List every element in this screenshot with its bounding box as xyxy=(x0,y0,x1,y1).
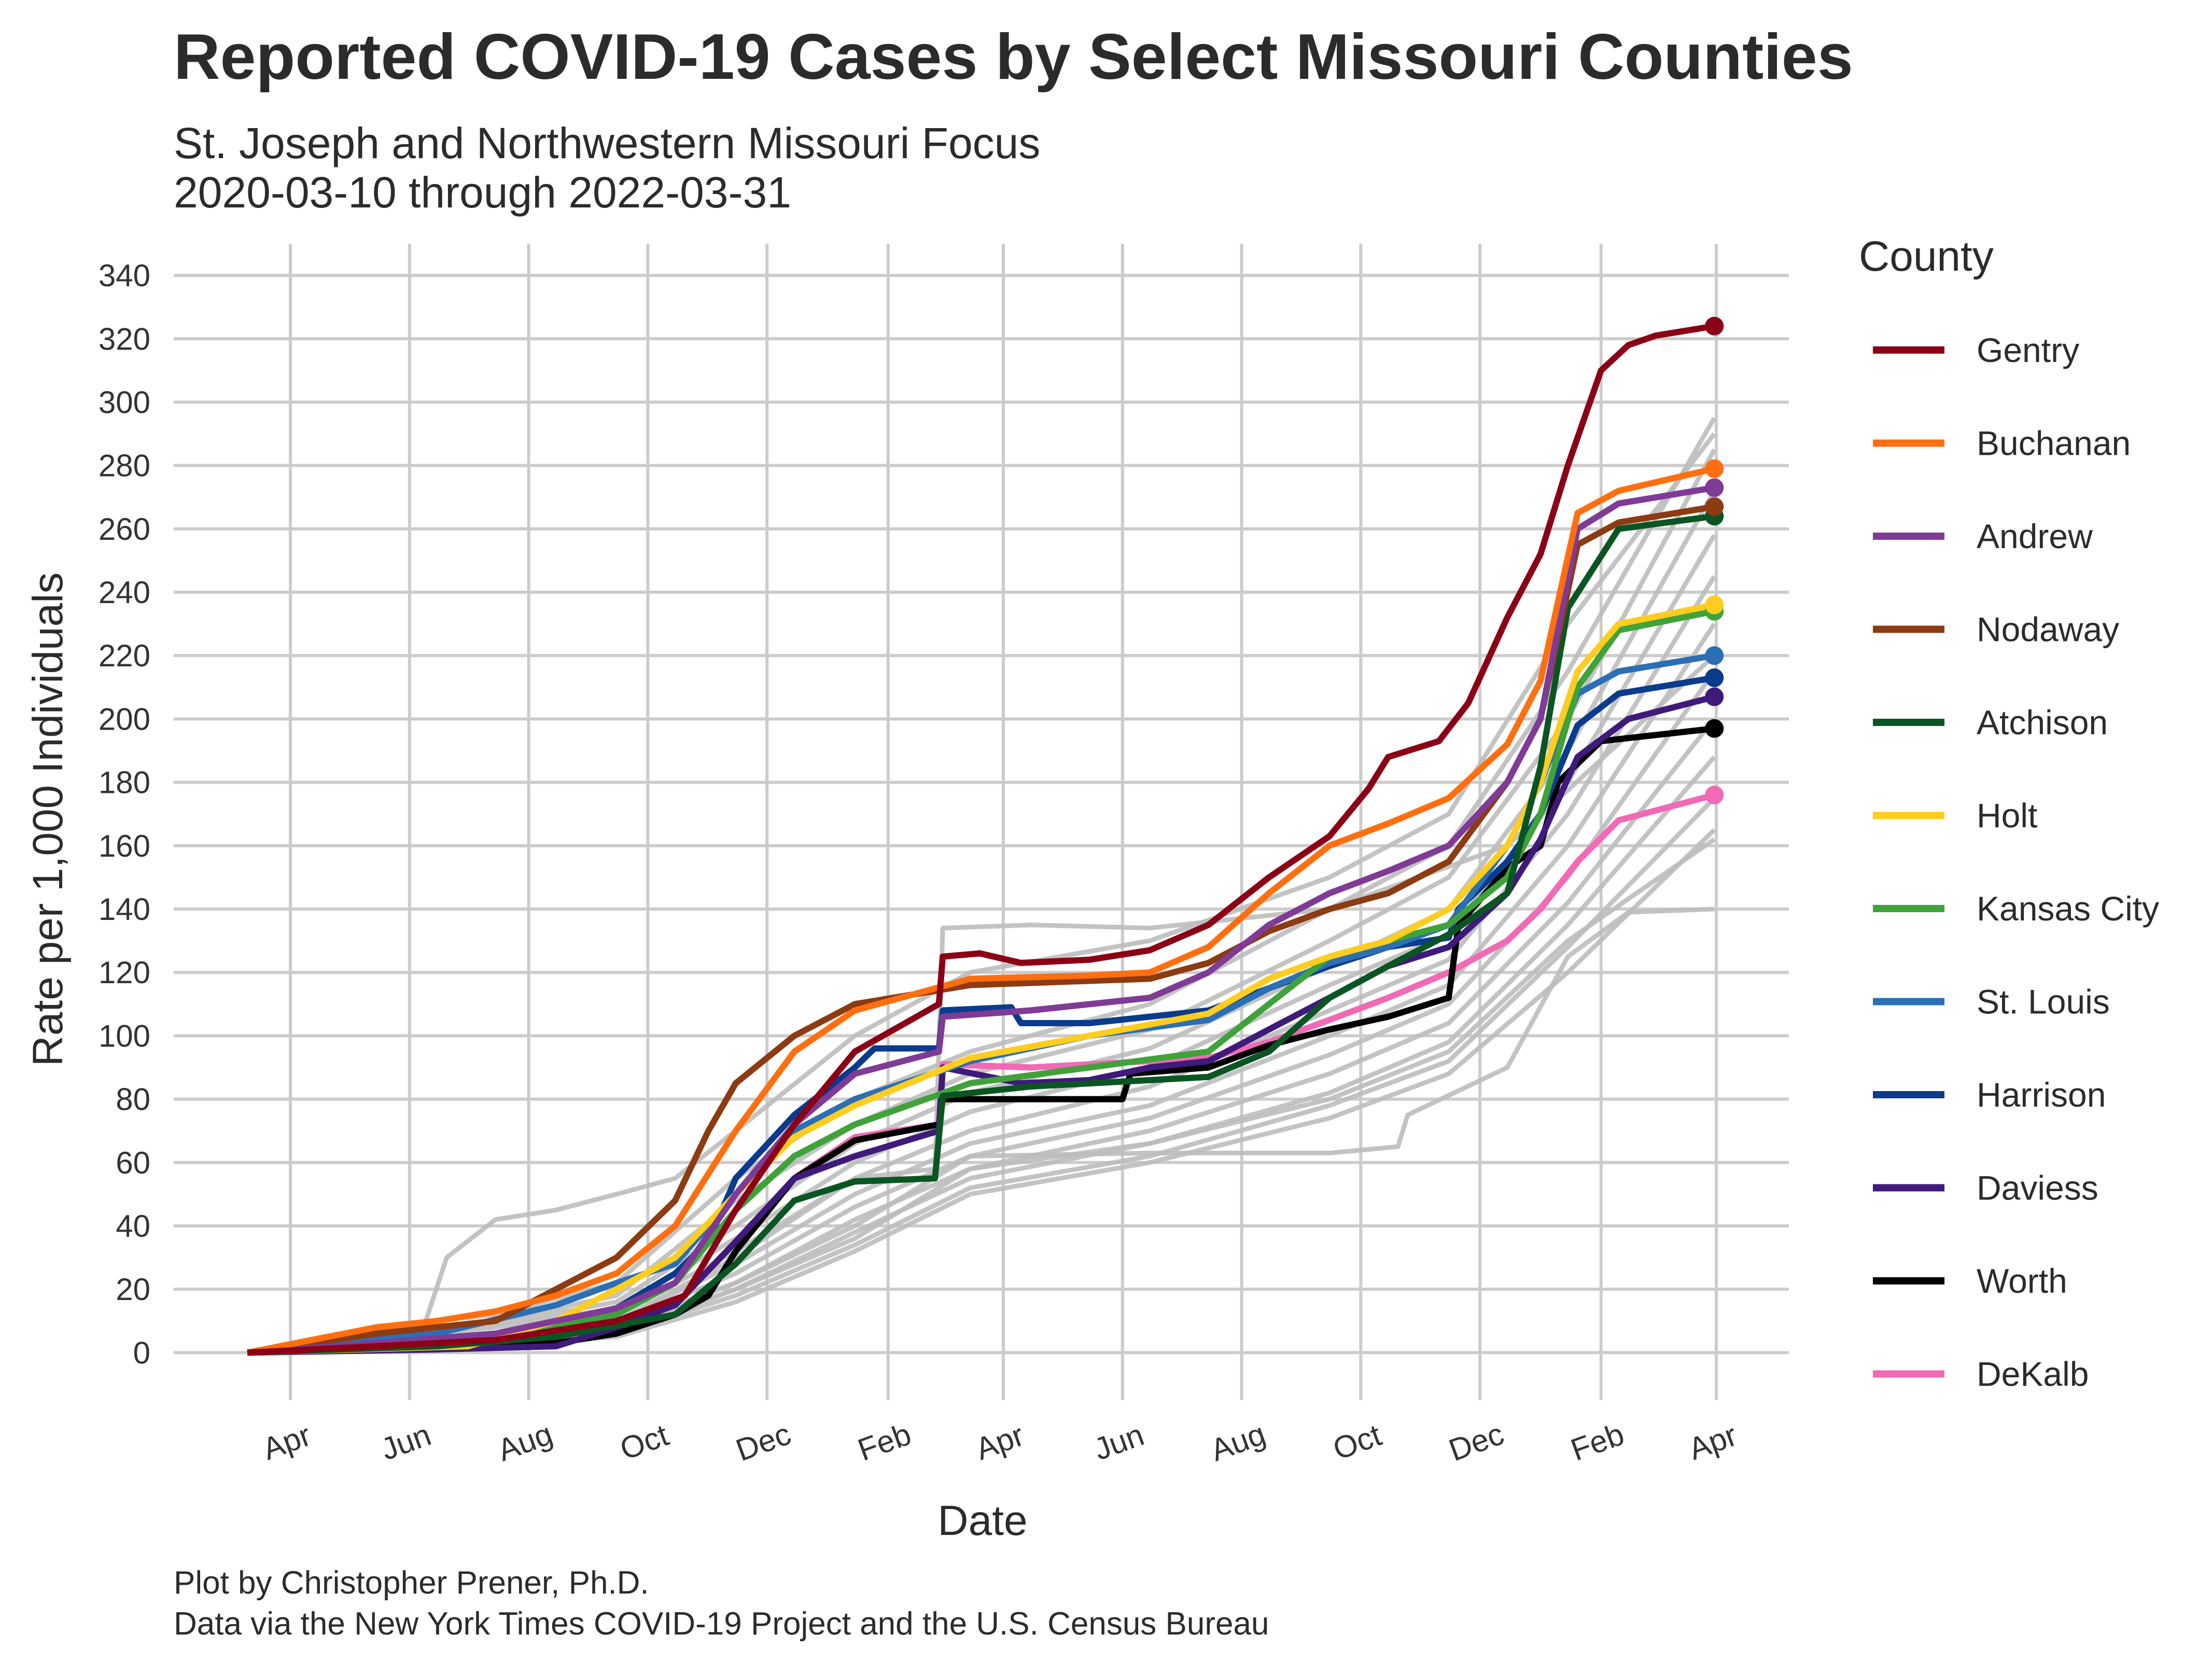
series-endpoint-nodaway xyxy=(1705,497,1724,516)
series-line-kansas-city xyxy=(247,608,1715,1356)
chart-title: Reported COVID-19 Cases by Select Missou… xyxy=(174,21,1853,93)
x-tick-label: Oct xyxy=(1328,1417,1386,1467)
y-tick-label: 60 xyxy=(116,1146,150,1180)
series-line-harrison xyxy=(247,675,1715,1356)
y-tick-label: 340 xyxy=(99,258,150,293)
series-line-atchison xyxy=(247,513,1715,1356)
legend-item-buchanan: Buchanan xyxy=(1873,424,2131,463)
y-tick-label: 0 xyxy=(133,1335,150,1370)
legend-label: Kansas City xyxy=(1977,889,2159,928)
legend-label: Gentry xyxy=(1977,331,2079,369)
caption-line-2: Data via the New York Times COVID-19 Pro… xyxy=(174,1606,1269,1642)
legend: County Gentry Buchanan Andrew Nodaway Atchis… xyxy=(1859,233,2159,1393)
legend-label: Daviess xyxy=(1977,1169,2098,1207)
legend-item-nodaway: Nodaway xyxy=(1873,610,2119,649)
legend-item-holt: Holt xyxy=(1873,797,2037,835)
legend-item-daviess: Daviess xyxy=(1873,1169,2098,1207)
x-tick-label: Jun xyxy=(1089,1417,1149,1467)
x-axis-ticks: Apr Jun Aug Oct Dec Feb Apr Jun Aug Oct Dec Feb Apr xyxy=(258,1416,1742,1468)
series-endpoint-worth xyxy=(1705,719,1724,738)
x-tick-label: Dec xyxy=(1445,1416,1508,1468)
caption-line-1: Plot by Christopher Prener, Ph.D. xyxy=(174,1565,649,1601)
x-tick-label: Aug xyxy=(1206,1416,1270,1468)
y-tick-label: 200 xyxy=(99,702,150,736)
series-endpoint-st-louis xyxy=(1705,646,1724,665)
series-endpoint-harrison xyxy=(1705,668,1724,688)
x-tick-label: Aug xyxy=(493,1416,557,1468)
background-county-line xyxy=(247,575,1717,1355)
legend-label: DeKalb xyxy=(1977,1355,2089,1393)
y-tick-label: 260 xyxy=(99,512,150,547)
background-county-line xyxy=(247,432,1716,1355)
x-tick-label: Oct xyxy=(615,1417,673,1467)
series-endpoints xyxy=(1705,316,1724,805)
y-tick-label: 320 xyxy=(99,322,150,356)
legend-label: Nodaway xyxy=(1977,610,2119,649)
series-line-andrew xyxy=(247,484,1715,1356)
x-tick-label: Apr xyxy=(258,1417,316,1467)
series-line-buchanan xyxy=(246,465,1715,1356)
highlighted-county-lines xyxy=(246,323,1715,1356)
y-axis-ticks: 0 20 40 60 80 100 120 140 160 180 200 220 240 260 280 3… xyxy=(99,258,150,1370)
x-tick-label: Apr xyxy=(1684,1417,1742,1467)
legend-item-worth: Worth xyxy=(1873,1262,2067,1300)
series-endpoint-gentry xyxy=(1705,316,1724,336)
chart-subtitle-line-1: St. Joseph and Northwestern Missouri Foc… xyxy=(174,119,1040,167)
x-tick-label: Jun xyxy=(376,1417,436,1467)
y-tick-label: 140 xyxy=(99,892,150,927)
y-tick-label: 40 xyxy=(116,1209,150,1244)
legend-item-harrison: Harrison xyxy=(1873,1076,2106,1114)
x-tick-label: Feb xyxy=(1566,1417,1629,1468)
y-tick-label: 100 xyxy=(99,1018,150,1053)
legend-label: Buchanan xyxy=(1977,424,2131,463)
series-endpoint-holt xyxy=(1705,595,1724,614)
y-tick-label: 240 xyxy=(99,575,150,610)
y-tick-label: 180 xyxy=(99,765,150,800)
y-tick-label: 280 xyxy=(99,449,150,483)
legend-label: Andrew xyxy=(1977,517,2093,555)
series-line-worth xyxy=(247,725,1715,1356)
legend-title: County xyxy=(1859,233,1994,280)
x-tick-label: Feb xyxy=(853,1417,916,1468)
chart-subtitle-line-2: 2020-03-10 through 2022-03-31 xyxy=(174,168,791,217)
y-tick-label: 80 xyxy=(116,1082,150,1117)
legend-item-gentry: Gentry xyxy=(1873,331,2079,369)
legend-label: Atchison xyxy=(1977,703,2108,742)
legend-label: Holt xyxy=(1977,797,2037,835)
legend-item-atchison: Atchison xyxy=(1873,703,2108,742)
legend-item-andrew: Andrew xyxy=(1873,517,2093,555)
series-endpoint-dekalb xyxy=(1705,786,1724,805)
legend-label: Harrison xyxy=(1977,1076,2106,1114)
x-axis-title: Date xyxy=(937,1497,1027,1544)
legend-item-st-louis: St. Louis xyxy=(1873,983,2110,1021)
series-endpoint-buchanan xyxy=(1705,459,1724,478)
legend-items: Gentry Buchanan Andrew Nodaway Atchison Holt K… xyxy=(1873,331,2159,1393)
y-tick-label: 20 xyxy=(116,1272,150,1307)
background-county-line xyxy=(247,534,1717,1355)
legend-item-dekalb: DeKalb xyxy=(1873,1355,2089,1393)
series-line-gentry xyxy=(247,323,1715,1356)
background-county-line xyxy=(247,490,1717,1355)
x-tick-label: Dec xyxy=(732,1416,795,1468)
x-tick-label: Apr xyxy=(971,1417,1029,1467)
y-tick-label: 160 xyxy=(99,829,150,863)
legend-item-kansas-city: Kansas City xyxy=(1873,889,2159,928)
background-county-line xyxy=(247,837,1716,1355)
y-axis-title: Rate per 1,000 Individuals xyxy=(24,572,72,1067)
series-endpoint-andrew xyxy=(1705,478,1724,497)
series-line-daviess xyxy=(247,693,1715,1356)
y-tick-label: 120 xyxy=(99,955,150,990)
legend-label: St. Louis xyxy=(1977,983,2110,1021)
series-endpoint-daviess xyxy=(1705,687,1724,706)
legend-label: Worth xyxy=(1977,1262,2067,1300)
y-tick-label: 220 xyxy=(99,638,150,673)
y-tick-label: 300 xyxy=(99,385,150,420)
